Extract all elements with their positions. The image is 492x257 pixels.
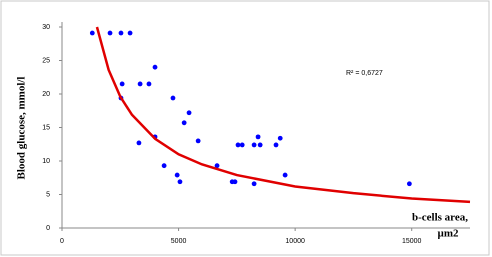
x-axis-label: b-cells area,	[412, 212, 468, 224]
data-point	[235, 142, 241, 148]
y-tick-label: 30	[42, 24, 50, 31]
y-tick-label: 10	[42, 158, 50, 165]
data-point	[146, 81, 152, 87]
trend-line	[95, 26, 471, 204]
data-point	[174, 172, 180, 178]
data-point	[239, 142, 245, 148]
y-tick-label: 15	[42, 124, 50, 131]
data-point	[251, 181, 257, 187]
y-tick-label: 20	[42, 91, 50, 98]
data-point	[137, 81, 143, 87]
data-point	[186, 110, 192, 116]
data-point	[136, 140, 142, 146]
data-point	[127, 30, 133, 36]
data-point	[406, 181, 412, 187]
data-point	[152, 64, 158, 70]
data-point	[214, 163, 220, 169]
data-point	[195, 138, 201, 144]
data-point	[118, 30, 124, 36]
data-point	[273, 142, 279, 148]
data-point	[277, 135, 283, 141]
data-point	[170, 95, 176, 101]
data-point	[257, 142, 263, 148]
data-point	[119, 81, 125, 87]
data-point	[177, 179, 183, 185]
y-tick-label: 5	[46, 191, 50, 198]
x-tick-label: 0	[60, 238, 64, 245]
data-point	[181, 120, 187, 126]
x-tick-label: 5000	[171, 238, 187, 245]
x-axis-label: µm2	[437, 228, 459, 240]
data-point	[161, 163, 167, 169]
data-point	[251, 142, 257, 148]
data-point	[107, 30, 113, 36]
x-tick-label: 10000	[285, 238, 305, 245]
data-point	[232, 179, 238, 185]
data-point	[89, 30, 95, 36]
r-squared-annotation: R² = 0,6727	[346, 70, 383, 77]
x-tick-label: 15000	[402, 238, 422, 245]
data-point	[255, 134, 261, 140]
y-tick-label: 0	[46, 225, 50, 232]
y-tick-label: 25	[42, 57, 50, 64]
y-axis-label: Blood glucose, mmol/l	[16, 77, 28, 180]
data-point	[282, 172, 288, 178]
